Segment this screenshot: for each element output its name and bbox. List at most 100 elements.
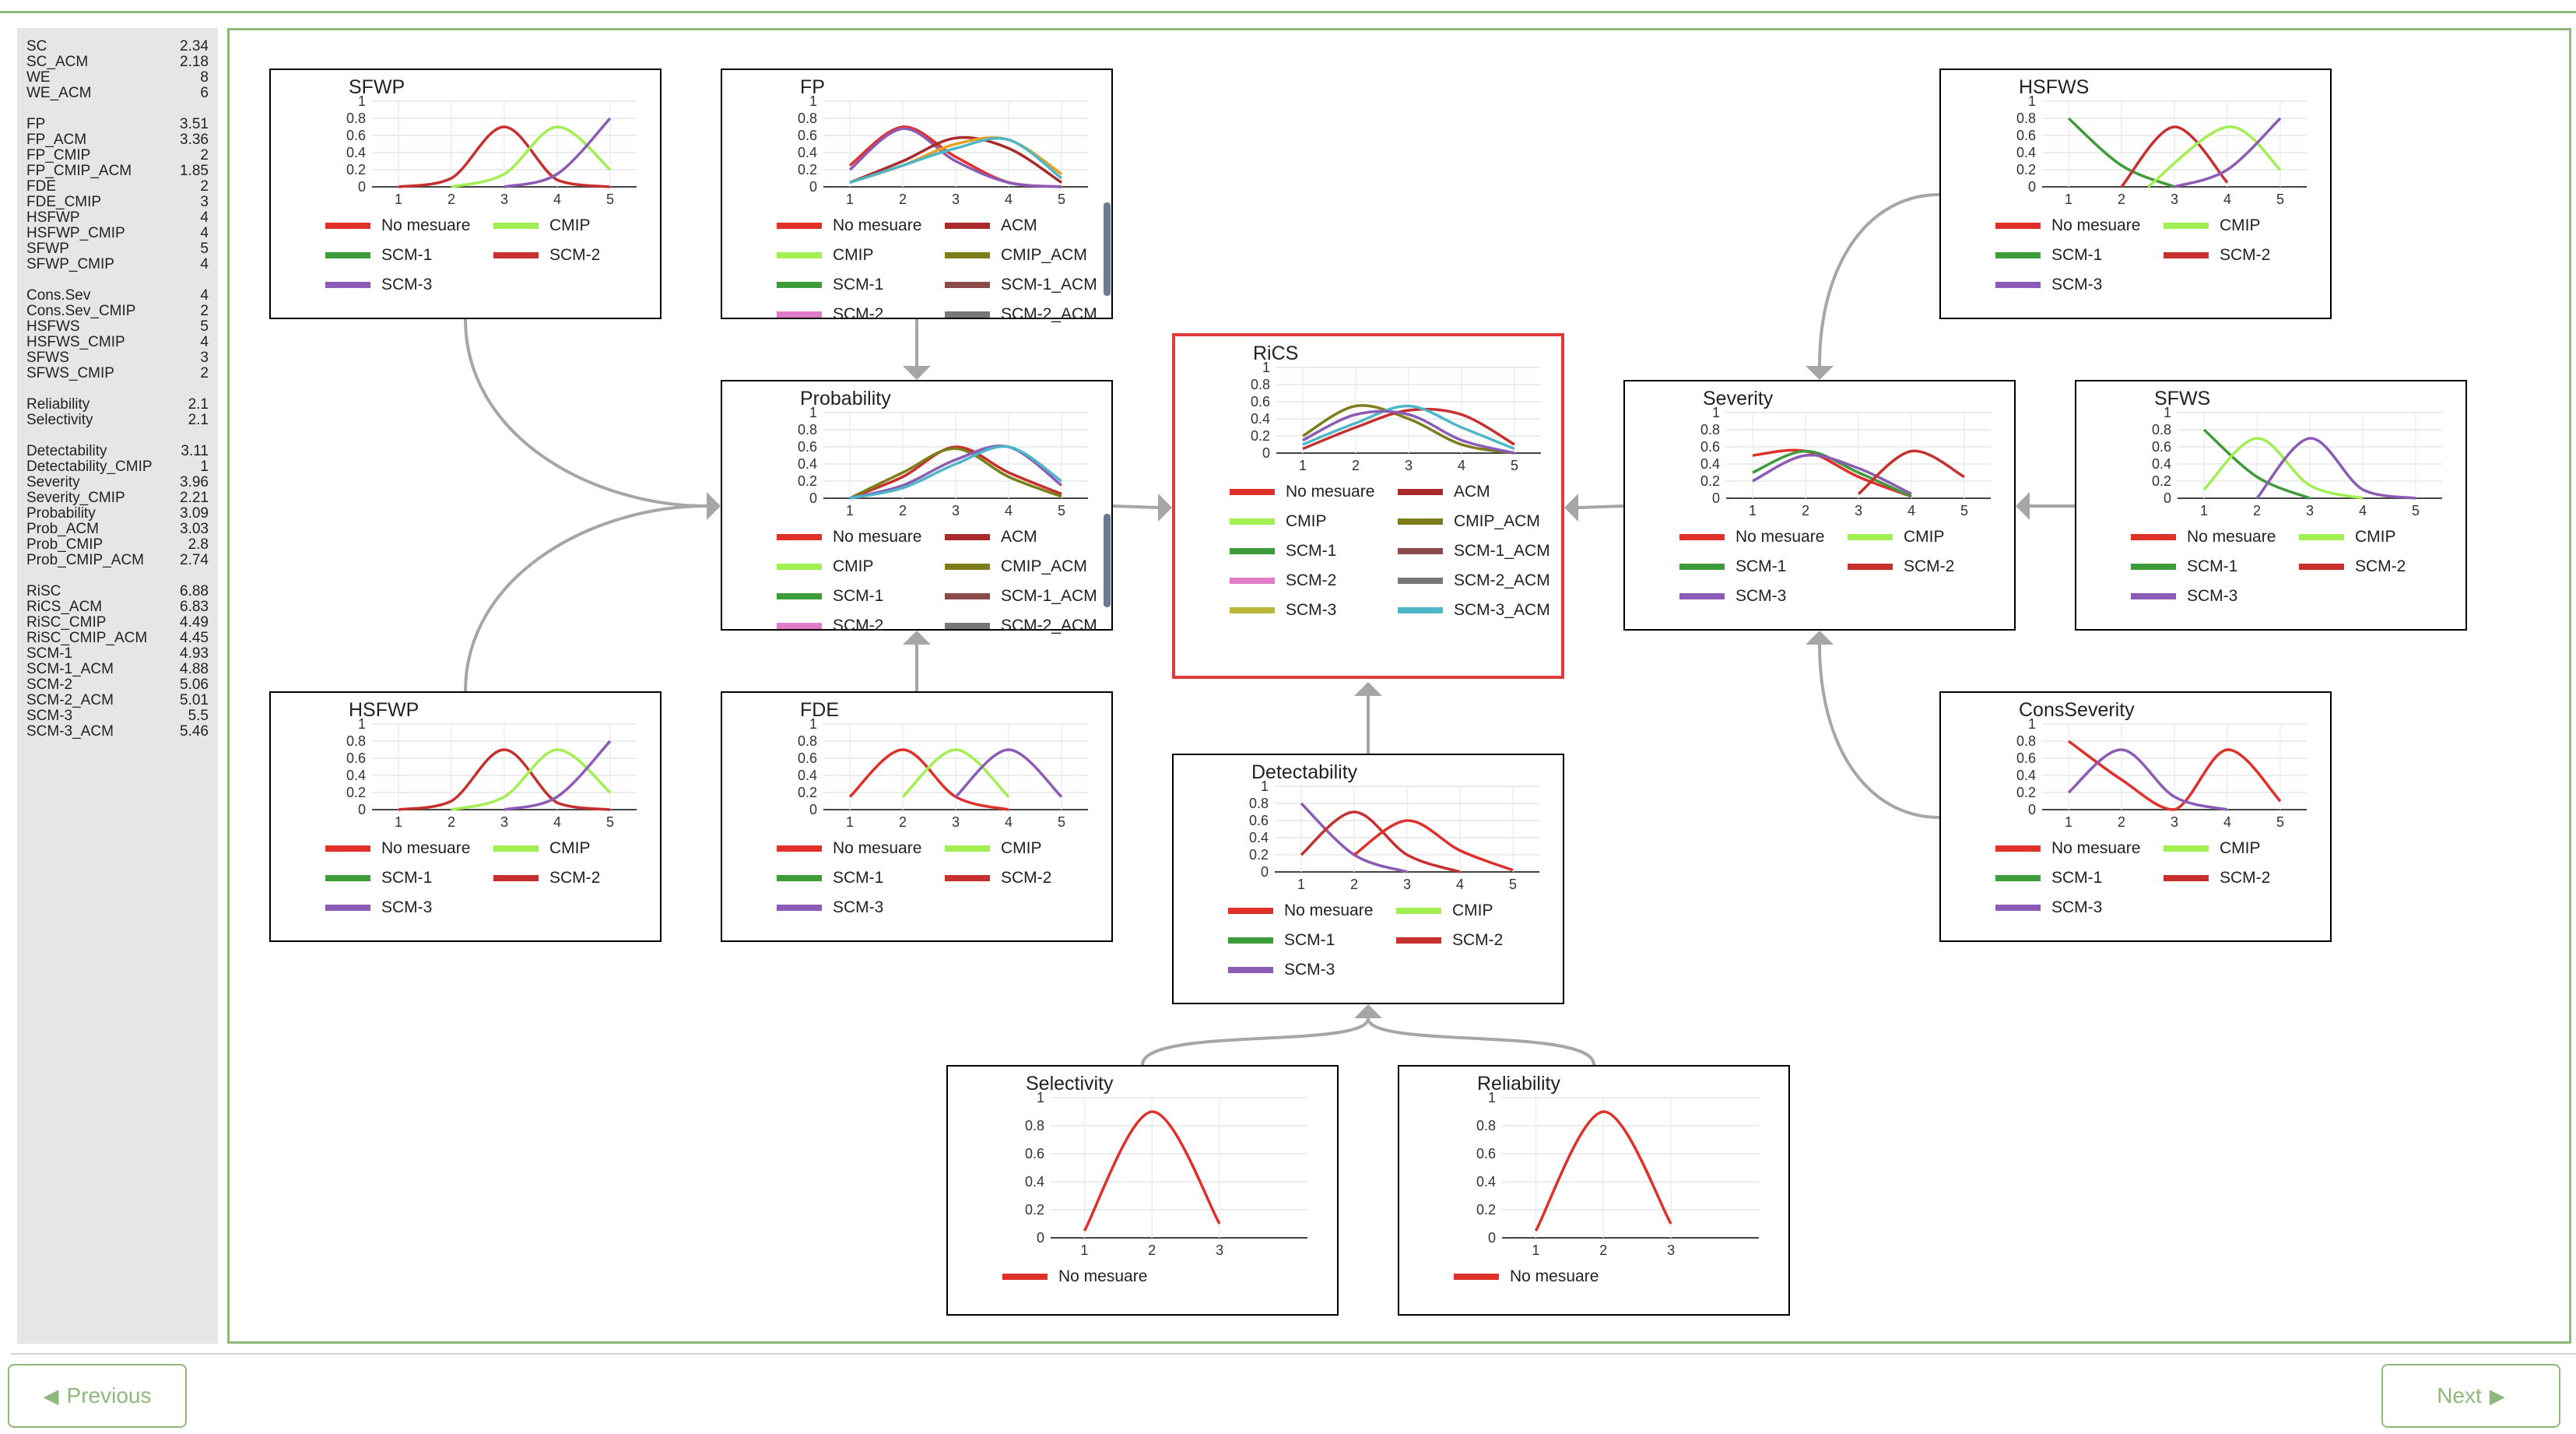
legend-item[interactable]: SCM-1	[1995, 869, 2102, 887]
legend-item[interactable]: SCM-1_ACM	[945, 276, 1097, 294]
legend-item[interactable]: SCM-1	[1679, 557, 1786, 576]
node-fp[interactable]: FP 0 0.2 0.4 0.6 0.8 1 1 2 3 4 5 No mesuare ACM CMIP CM…	[721, 69, 1113, 323]
legend-item[interactable]: SCM-1	[325, 869, 432, 887]
legend-item[interactable]: ACM	[945, 528, 1037, 547]
legend-item[interactable]: SCM-3_ACM	[1398, 601, 1550, 620]
legend-item[interactable]: CMIP	[493, 216, 591, 235]
legend-item[interactable]: No mesuare	[325, 839, 470, 858]
node-hsfws[interactable]: HSFWS 0 0.2 0.4 0.6 0.8 1 1 2 3 4 5 No mesuare CMIP SC…	[1939, 69, 2332, 319]
legend-item[interactable]: SCM-1	[777, 587, 883, 606]
metric-value: 1.85	[180, 163, 209, 179]
legend-item[interactable]: SCM-1	[777, 869, 883, 887]
legend-item[interactable]: CMIP_ACM	[1398, 512, 1540, 531]
legend-item[interactable]: No mesuare	[2131, 528, 2276, 547]
legend-item[interactable]: No mesuare	[1679, 528, 1824, 547]
previous-button[interactable]: ◀ Previous	[8, 1364, 187, 1428]
legend-item[interactable]: SCM-2	[493, 869, 600, 887]
node-consseverity[interactable]: ConsSeverity 0 0.2 0.4 0.6 0.8 1 1 2 3 4 5 No mesuar…	[1939, 691, 2332, 942]
legend-item[interactable]: CMIP	[777, 557, 874, 576]
x-tick-label: 2	[899, 192, 907, 207]
legend-item[interactable]: SCM-2	[2164, 869, 2270, 887]
node-rics[interactable]: RiCS 0 0.2 0.4 0.6 0.8 1 1 2 3 4 5 No mesuare ACM CMIP…	[1172, 333, 1564, 679]
legend-item[interactable]: CMIP_ACM	[945, 246, 1087, 265]
legend-item[interactable]: CMIP	[493, 839, 591, 858]
x-tick-label: 2	[1350, 877, 1358, 892]
legend-swatch	[1230, 518, 1275, 525]
legend-item[interactable]: SCM-3	[1679, 587, 1786, 606]
legend-item[interactable]: SCM-1	[1230, 542, 1336, 561]
node-severity[interactable]: Severity 0 0.2 0.4 0.6 0.8 1 1 2 3 4 5 No mesuare CMI…	[1623, 380, 2016, 631]
legend-item[interactable]: SCM-3	[1995, 898, 2102, 917]
legend-item[interactable]: SCM-1	[325, 246, 432, 265]
legend-swatch	[2131, 534, 2176, 540]
legend-item[interactable]: No mesuare	[1995, 216, 2140, 235]
legend-item[interactable]: CMIP	[1848, 528, 1945, 547]
next-button[interactable]: Next ▶	[2381, 1364, 2560, 1428]
legend-item[interactable]: SCM-3	[1995, 276, 2102, 294]
legend-item[interactable]: CMIP	[777, 246, 874, 265]
node-fde[interactable]: FDE 0 0.2 0.4 0.6 0.8 1 1 2 3 4 5 No mesuare CMIP SCM-…	[721, 691, 1113, 942]
legend-item[interactable]: SCM-1	[777, 276, 883, 294]
legend-scrollbar[interactable]	[1104, 514, 1111, 607]
legend-item[interactable]: SCM-2	[1230, 571, 1336, 590]
y-tick-label: 0.4	[2016, 768, 2036, 783]
legend-item[interactable]: SCM-3	[325, 898, 432, 917]
sidebar-metric-row: Prob_CMIP 2.8	[26, 537, 209, 553]
legend-item[interactable]: SCM-1	[2131, 557, 2237, 576]
legend-item[interactable]: SCM-1	[1995, 246, 2102, 265]
legend-item[interactable]: SCM-3	[1230, 601, 1336, 620]
legend-item[interactable]: CMIP	[2164, 839, 2261, 858]
series-line	[1302, 404, 1515, 455]
legend-item[interactable]: ACM	[945, 216, 1037, 235]
legend-item[interactable]: SCM-2_ACM	[945, 305, 1097, 324]
series-line	[1857, 449, 1965, 495]
legend-item[interactable]: SCM-2_ACM	[945, 617, 1097, 635]
legend-item[interactable]: No mesuare	[1002, 1267, 1147, 1286]
node-detectability[interactable]: Detectability 0 0.2 0.4 0.6 0.8 1 1 2 3 4 5 No mesua…	[1172, 754, 1564, 1004]
node-sfwp[interactable]: SFWP 0 0.2 0.4 0.6 0.8 1 1 2 3 4 5 No mesuare CMIP SCM…	[269, 69, 662, 319]
legend-item[interactable]: SCM-2	[945, 869, 1051, 887]
legend-item[interactable]: ACM	[1398, 483, 1490, 501]
legend-item[interactable]: SCM-2_ACM	[1398, 571, 1550, 590]
metric-value: 2	[200, 303, 209, 319]
legend-item[interactable]: CMIP_ACM	[945, 557, 1087, 576]
legend-item[interactable]: CMIP	[2299, 528, 2396, 547]
legend-swatch	[945, 311, 990, 318]
legend-item[interactable]: No mesuare	[325, 216, 470, 235]
legend-item[interactable]: SCM-1_ACM	[945, 587, 1097, 606]
legend-item[interactable]: SCM-3	[325, 276, 432, 294]
sidebar-metric-row: Detectability 3.11	[26, 444, 209, 459]
node-reliability[interactable]: Reliability 0 0.2 0.4 0.6 0.8 1 1 2 3 No mesuare	[1398, 1065, 1790, 1316]
legend-item[interactable]: SCM-3	[2131, 587, 2237, 606]
legend-item[interactable]: SCM-1	[1228, 931, 1335, 950]
node-hsfwp[interactable]: HSFWP 0 0.2 0.4 0.6 0.8 1 1 2 3 4 5 No mesuare CMIP SC…	[269, 691, 662, 942]
legend-item[interactable]: SCM-3	[777, 898, 883, 917]
legend-item[interactable]: CMIP	[945, 839, 1042, 858]
legend-item[interactable]: No mesuare	[1454, 1267, 1599, 1286]
legend-item[interactable]: No mesuare	[1228, 902, 1373, 920]
legend-item[interactable]: SCM-2	[2164, 246, 2270, 265]
legend-item[interactable]: No mesuare	[777, 528, 921, 547]
legend-item[interactable]: SCM-3	[1228, 961, 1335, 979]
legend-scrollbar[interactable]	[1104, 202, 1111, 296]
series-line	[1083, 1110, 1221, 1232]
legend-item[interactable]: CMIP	[1396, 902, 1493, 920]
legend-item[interactable]: No mesuare	[777, 216, 921, 235]
legend-swatch	[1995, 223, 2041, 229]
legend-item[interactable]: CMIP	[2164, 216, 2261, 235]
legend-item[interactable]: No mesuare	[777, 839, 921, 858]
legend-item[interactable]: No mesuare	[1230, 483, 1374, 501]
legend-item[interactable]: No mesuare	[1995, 839, 2140, 858]
node-sfws[interactable]: SFWS 0 0.2 0.4 0.6 0.8 1 1 2 3 4 5 No mesuare CMIP SCM…	[2075, 380, 2467, 631]
legend-item[interactable]: SCM-2	[777, 305, 883, 324]
legend-item[interactable]: SCM-2	[1848, 557, 1954, 576]
legend-item[interactable]: SCM-1_ACM	[1398, 542, 1550, 561]
node-probability[interactable]: Probability 0 0.2 0.4 0.6 0.8 1 1 2 3 4 5 No mesuare…	[721, 380, 1113, 634]
legend-item[interactable]: SCM-2	[1396, 931, 1503, 950]
legend-item[interactable]: SCM-2	[777, 617, 883, 635]
legend-item[interactable]: CMIP	[1230, 512, 1327, 531]
legend-item[interactable]: SCM-2	[493, 246, 600, 265]
node-selectivity[interactable]: Selectivity 0 0.2 0.4 0.6 0.8 1 1 2 3 No mesuare	[946, 1065, 1339, 1316]
legend-swatch	[777, 564, 822, 570]
legend-item[interactable]: SCM-2	[2299, 557, 2406, 576]
